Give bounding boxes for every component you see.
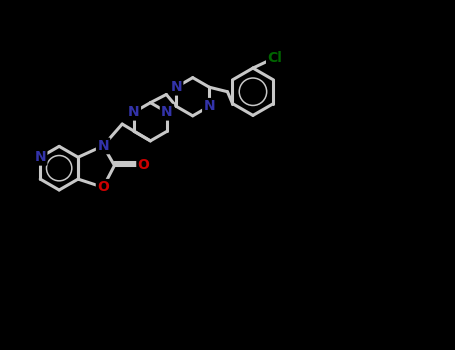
Text: N: N [128,105,140,119]
Text: N: N [97,139,109,153]
Text: N: N [161,105,173,119]
Text: N: N [35,150,46,164]
Text: N: N [203,99,215,113]
Text: O: O [138,159,150,173]
Text: N: N [170,80,182,94]
Text: O: O [97,180,109,194]
Text: Cl: Cl [268,51,282,65]
